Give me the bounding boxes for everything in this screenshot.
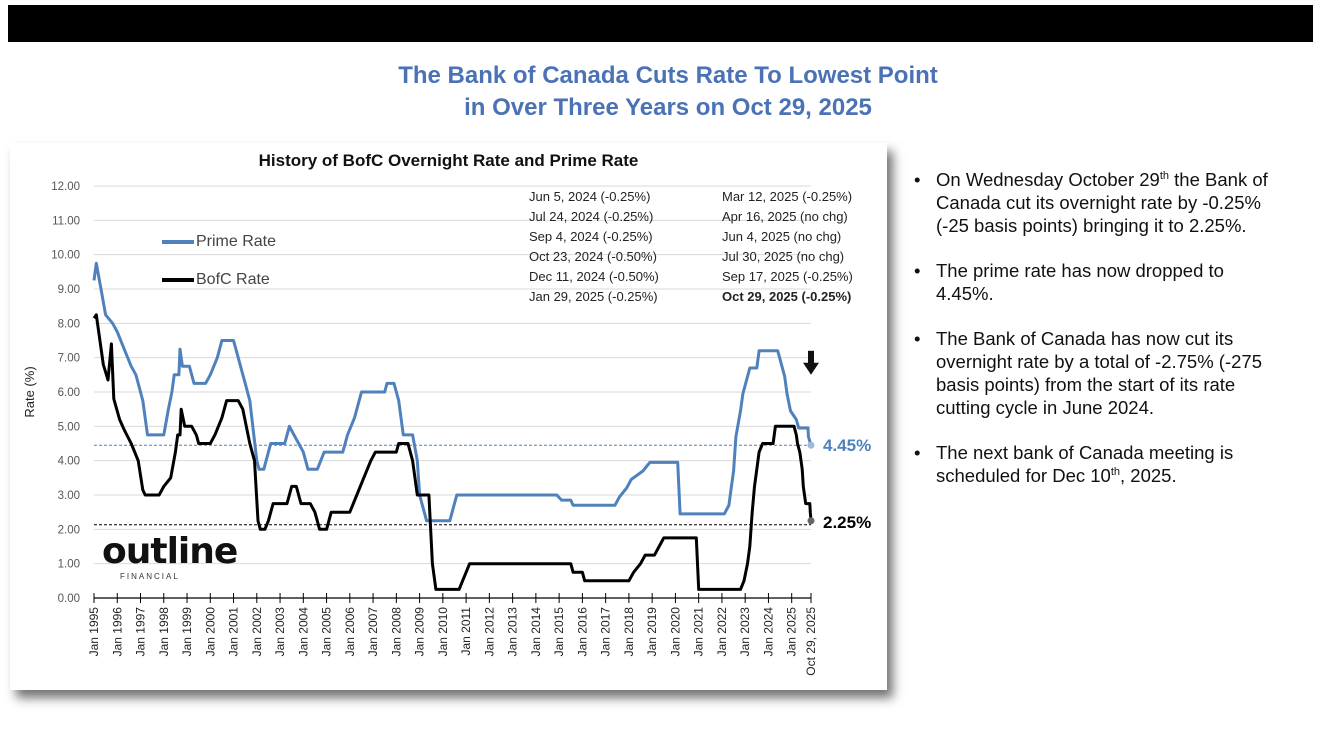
chart-card: 0.00 1.00 2.00 3.00 4.00 5.00 6.00 7.00 8.00 9.00…	[10, 143, 887, 690]
x-tick-label: Jan 2017	[599, 607, 613, 657]
y-tick-label: 4.00	[58, 456, 80, 468]
prime-end-label: 4.45%	[823, 436, 872, 455]
top-bar	[8, 5, 1313, 42]
y-tick-label: 7.00	[58, 353, 80, 365]
x-tick-label: Jan 2009	[413, 607, 427, 657]
x-tick-label: Jan 1997	[134, 607, 148, 657]
x-tick-label: Jan 2006	[343, 607, 357, 657]
x-tick-label: Jan 2010	[436, 607, 450, 657]
x-tick-label: Jan 2018	[622, 607, 636, 657]
x-tick-label: Jan 1999	[180, 607, 194, 657]
x-tick-label: Jan 2003	[273, 607, 287, 657]
y-tick-label: 9.00	[58, 284, 80, 296]
annotation: Jun 4, 2025 (no chg)	[722, 229, 842, 244]
x-tick-label: Jan 2000	[203, 607, 217, 657]
bullet-item: The next bank of Canada meeting is sched…	[912, 441, 1272, 487]
bullet-item: The prime rate has now dropped to 4.45%.	[912, 259, 1272, 305]
x-tick-label: Jan 2002	[250, 607, 264, 657]
annotation: Sep 4, 2024 (-0.25%)	[529, 229, 653, 244]
end-point-marker	[807, 441, 815, 449]
x-tick-label: Jan 1995	[87, 607, 101, 657]
chart-title: History of BofC Overnight Rate and Prime…	[258, 151, 639, 170]
legend-swatch-bofc	[162, 278, 194, 282]
x-tick-label: Jan 2020	[668, 607, 682, 657]
down-arrow-icon	[803, 350, 819, 375]
annotation: Sep 17, 2025 (-0.25%)	[722, 269, 853, 284]
y-tick-label: 12.00	[51, 181, 80, 193]
legend-swatch-prime	[162, 240, 194, 244]
outline-financial-logo: outline FINANCIAL	[102, 531, 238, 582]
bullet-item: On Wednesday October 29th the Bank of Ca…	[912, 168, 1272, 237]
legend-label-prime: Prime Rate	[196, 233, 277, 250]
x-tick-label: Jan 2001	[227, 607, 241, 657]
annotation: Jul 30, 2025 (no chg)	[722, 249, 845, 264]
x-tick-label: Jan 2021	[692, 607, 706, 657]
y-tick-label: 11.00	[52, 215, 80, 227]
annotation-left: Jun 5, 2024 (-0.25%) Jul 24, 2024 (-0.25…	[529, 187, 659, 307]
x-tick-label: Jan 2005	[320, 607, 334, 657]
x-tick-label: Oct 29, 2025	[804, 607, 818, 676]
y-tick-label: 2.00	[58, 524, 80, 536]
annotation: Oct 23, 2024 (-0.50%)	[529, 249, 657, 264]
x-tick-label: Jan 2015	[552, 607, 566, 657]
x-tick-label: Jan 2024	[761, 607, 775, 657]
legend-label-bofc: BofC Rate	[196, 271, 270, 288]
bullet-list: On Wednesday October 29th the Bank of Ca…	[912, 168, 1272, 509]
x-tick-label: Jan 2004	[296, 607, 310, 657]
y-tick-label: 0.00	[58, 593, 80, 605]
y-tick-label: 5.00	[58, 421, 80, 433]
annotation: Apr 16, 2025 (no chg)	[722, 209, 848, 224]
x-tick-label: Jan 2019	[645, 607, 659, 657]
legend-bofc: BofC Rate	[162, 271, 270, 289]
x-tick-label: Jan 2014	[529, 607, 543, 657]
annotation: Dec 11, 2024 (-0.50%)	[529, 269, 659, 284]
annotation: Jan 29, 2025 (-0.25%)	[529, 289, 658, 304]
annotation: Mar 12, 2025 (-0.25%)	[722, 189, 853, 204]
x-tick-label: Jan 2012	[482, 607, 496, 657]
page-title: The Bank of Canada Cuts Rate To Lowest P…	[300, 60, 1036, 124]
annotation: Jul 24, 2024 (-0.25%)	[529, 209, 654, 224]
y-tick-label: 8.00	[58, 318, 80, 330]
logo-wordmark: outline	[102, 531, 238, 572]
chart-svg: 0.00 1.00 2.00 3.00 4.00 5.00 6.00 7.00 8.00 9.00…	[22, 181, 819, 676]
end-point-marker	[807, 517, 815, 525]
title-line-2: in Over Three Years on Oct 29, 2025	[464, 94, 872, 121]
y-tick-label: 10.00	[51, 250, 80, 262]
x-tick-label: Jan 1996	[110, 607, 124, 657]
prime-rate-line	[92, 261, 813, 523]
logo-subtext: FINANCIAL	[120, 572, 180, 581]
x-tick-label: Jan 2011	[459, 607, 473, 656]
x-tick-label: Jan 2013	[506, 607, 520, 657]
x-tick-label: Jan 2022	[715, 607, 729, 657]
x-tick-label: Jan 2023	[738, 607, 752, 657]
x-tick-label: Jan 2008	[389, 607, 403, 657]
x-tick-label: Jan 2007	[366, 607, 380, 657]
title-line-1: The Bank of Canada Cuts Rate To Lowest P…	[398, 62, 938, 89]
y-tick-label: 6.00	[58, 387, 80, 399]
y-tick-label: 1.00	[58, 559, 80, 571]
annotation-right: Mar 12, 2025 (-0.25%) Apr 16, 2025 (no c…	[722, 187, 853, 307]
y-tick-label: 3.00	[58, 490, 80, 502]
bullet-item: The Bank of Canada has now cut its overn…	[912, 327, 1272, 419]
x-tick-label: Jan 1998	[157, 607, 171, 657]
x-tick-label: Jan 2016	[575, 607, 589, 657]
bofc-end-label: 2.25%	[823, 513, 872, 532]
y-axis-label: Rate (%)	[22, 366, 37, 417]
annotation: Jun 5, 2024 (-0.25%)	[529, 189, 651, 204]
annotation-latest: Oct 29, 2025 (-0.25%)	[722, 289, 852, 304]
legend-prime: Prime Rate	[162, 233, 276, 251]
x-tick-label: Jan 2025	[785, 607, 799, 657]
bofc-rate-line	[92, 313, 813, 591]
